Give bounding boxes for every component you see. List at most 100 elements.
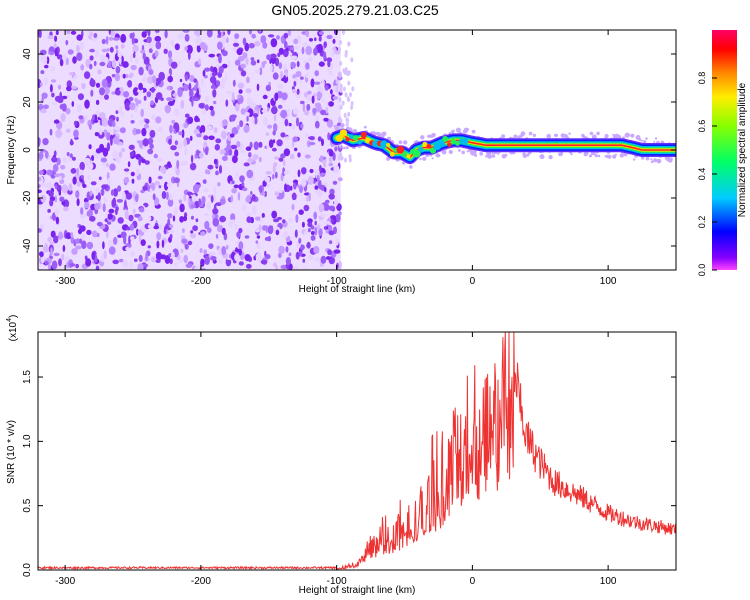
noise-speck: [50, 230, 56, 238]
noise-speck: [203, 135, 209, 141]
noise-speck: [254, 40, 261, 47]
noise-speck: [210, 195, 214, 203]
noise-speck: [312, 107, 317, 114]
noise-speck: [136, 140, 141, 144]
noise-speck: [54, 208, 60, 217]
ridge-halo-dot: [497, 152, 500, 155]
noise-speck: [219, 149, 226, 155]
noise-speck: [211, 71, 217, 77]
noise-speck: [338, 46, 341, 52]
noise-speck: [342, 86, 346, 92]
noise-speck: [89, 63, 93, 70]
noise-speck: [107, 177, 111, 186]
noise-speck: [157, 224, 163, 230]
noise-speck: [184, 74, 188, 82]
noise-speck: [109, 46, 114, 53]
noise-speck: [145, 118, 150, 124]
noise-speck: [89, 48, 95, 53]
noise-speck: [348, 154, 352, 160]
snr-multiplier: (x104): [6, 315, 19, 342]
noise-speck: [290, 55, 298, 60]
noise-speck: [163, 225, 167, 235]
noise-speck: [306, 140, 311, 148]
noise-speck: [104, 86, 110, 95]
noise-speck: [219, 84, 225, 89]
noise-speck: [164, 255, 171, 264]
noise-speck: [189, 88, 194, 98]
noise-speck: [174, 261, 178, 268]
noise-speck: [91, 155, 95, 162]
noise-speck: [330, 49, 335, 57]
noise-speck: [55, 129, 62, 139]
noise-speck: [210, 109, 215, 117]
noise-speck: [148, 176, 152, 184]
noise-speck: [295, 214, 299, 223]
noise-speck: [87, 174, 91, 181]
noise-speck: [250, 60, 257, 66]
noise-speck: [153, 225, 160, 230]
x-tick-label: 0: [470, 576, 476, 587]
noise-speck: [230, 195, 234, 203]
noise-speck: [302, 42, 309, 48]
noise-speck: [305, 196, 310, 202]
noise-speck: [271, 210, 278, 219]
noise-speck: [241, 182, 245, 187]
noise-speck: [125, 246, 130, 251]
noise-speck: [177, 88, 183, 98]
ridge-halo-dot: [633, 158, 636, 161]
noise-speck: [288, 263, 293, 270]
noise-speck: [321, 79, 325, 86]
ridge-halo-dot: [455, 127, 461, 133]
noise-speck: [173, 177, 180, 184]
noise-speck: [79, 225, 86, 232]
noise-speck: [220, 122, 223, 127]
x-tick-label: -300: [55, 576, 75, 587]
noise-speck: [299, 185, 303, 194]
noise-speck: [328, 240, 333, 245]
noise-speck: [138, 233, 142, 242]
noise-speck: [212, 217, 220, 227]
noise-speck: [56, 157, 61, 166]
noise-speck: [283, 63, 287, 71]
noise-speck: [111, 74, 116, 78]
ridge-blob: [396, 145, 405, 154]
noise-speck: [234, 223, 238, 230]
noise-speck: [327, 132, 331, 141]
noise-speck: [316, 104, 322, 112]
noise-speck: [339, 61, 343, 66]
noise-speck: [107, 221, 112, 225]
noise-speck: [132, 192, 136, 197]
noise-speck: [192, 225, 199, 232]
noise-speck: [329, 188, 335, 195]
noise-speck: [141, 31, 147, 38]
noise-speck: [129, 261, 134, 270]
noise-speck: [42, 138, 49, 146]
noise-speck: [215, 234, 219, 239]
noise-speck: [265, 132, 270, 136]
noise-speck: [196, 133, 203, 138]
noise-speck: [93, 60, 97, 67]
noise-speck: [190, 230, 194, 234]
ridge-blob: [450, 138, 457, 145]
noise-speck: [314, 220, 317, 226]
noise-speck: [306, 103, 311, 111]
noise-speck: [66, 30, 71, 35]
noise-speck: [294, 46, 300, 50]
noise-speck: [271, 173, 275, 180]
noise-speck: [102, 147, 109, 157]
noise-speck: [204, 67, 211, 72]
noise-speck: [175, 167, 180, 176]
noise-speck: [44, 150, 49, 159]
noise-speck: [334, 30, 338, 36]
noise-speck: [58, 258, 62, 267]
ridge-blob: [447, 142, 452, 147]
noise-speck: [97, 192, 101, 202]
noise-speck: [307, 176, 314, 185]
noise-speck: [258, 30, 262, 33]
noise-speck: [301, 178, 307, 187]
noise-speck: [301, 46, 305, 55]
noise-speck: [158, 71, 165, 81]
ridge-blob: [442, 136, 449, 142]
noise-speck: [324, 186, 327, 193]
noise-speck: [61, 200, 66, 206]
